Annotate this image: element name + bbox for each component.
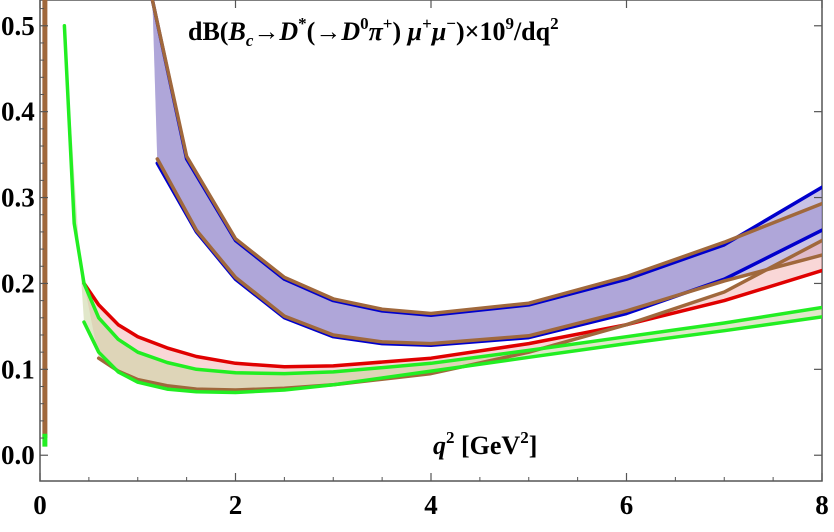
x-axis-label: q2 [GeV2] <box>433 428 537 460</box>
x-tick-label-4: 8 <box>815 490 829 520</box>
band-3-lower-curve <box>82 315 822 395</box>
band-1-lower-curve <box>155 157 822 346</box>
chart-title: dB(Bc→D*(→D0π+) μ+μ−)×109/dq2 <box>188 14 559 50</box>
band-3-upper-curve <box>62 24 822 376</box>
y-tick-label-4: 0.4 <box>1 97 35 127</box>
y-tick-label-3: 0.3 <box>1 183 35 213</box>
x-tick-label-0: 0 <box>33 490 47 520</box>
band-2-lower-curve <box>96 238 822 392</box>
y-tick-label-0: 0.0 <box>1 440 35 470</box>
y-tick-label-2: 0.2 <box>1 268 35 298</box>
x-tick-label-3: 6 <box>620 490 634 520</box>
band-1-upper-curve <box>150 0 822 316</box>
data-curves <box>42 0 822 447</box>
y-tick-label-5: 0.5 <box>1 11 35 41</box>
x-tick-label-1: 2 <box>229 490 243 520</box>
axis-ticks: 0 2 4 6 8 0.0 0.1 0.2 0.3 0.4 0.5 <box>1 0 829 520</box>
band-fill-3 <box>64 25 822 393</box>
y-tick-label-1: 0.1 <box>1 354 35 384</box>
x-tick-label-2: 4 <box>424 490 438 520</box>
